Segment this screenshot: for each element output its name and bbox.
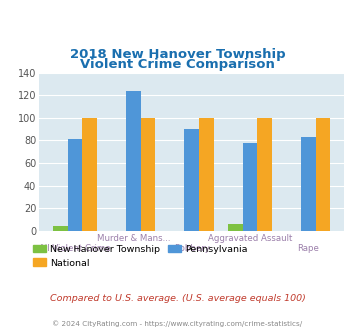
- Bar: [257, 118, 272, 231]
- Legend: New Hanover Township, National, Pennsylvania: New Hanover Township, National, Pennsylv…: [33, 245, 247, 268]
- Bar: [228, 224, 243, 231]
- Bar: [243, 143, 257, 231]
- Bar: [67, 139, 82, 231]
- Bar: [141, 118, 155, 231]
- Bar: [126, 91, 141, 231]
- Text: 2018 New Hanover Township: 2018 New Hanover Township: [70, 48, 285, 61]
- Bar: [199, 118, 214, 231]
- Bar: [301, 137, 316, 231]
- Text: Violent Crime Comparison: Violent Crime Comparison: [80, 58, 275, 71]
- Bar: [82, 118, 97, 231]
- Bar: [316, 118, 331, 231]
- Text: Compared to U.S. average. (U.S. average equals 100): Compared to U.S. average. (U.S. average …: [50, 294, 305, 303]
- Bar: [53, 226, 67, 231]
- Text: © 2024 CityRating.com - https://www.cityrating.com/crime-statistics/: © 2024 CityRating.com - https://www.city…: [53, 320, 302, 327]
- Bar: [184, 129, 199, 231]
